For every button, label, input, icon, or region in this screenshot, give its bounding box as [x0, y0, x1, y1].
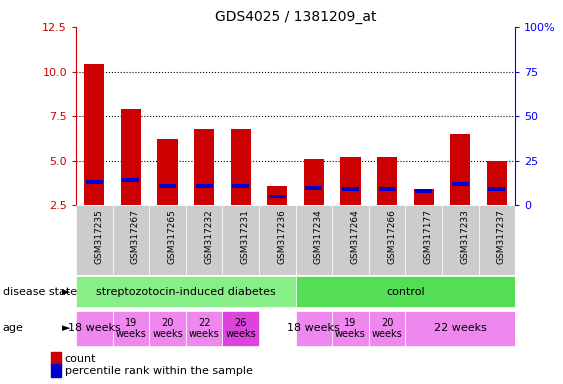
Bar: [452, 182, 469, 186]
Bar: [450, 134, 470, 250]
Bar: [377, 157, 397, 250]
Bar: [342, 187, 359, 191]
Text: GSM317235: GSM317235: [95, 209, 103, 264]
Bar: [158, 139, 177, 250]
Bar: [405, 311, 515, 346]
Bar: [267, 186, 287, 250]
Text: disease state: disease state: [3, 287, 77, 297]
Bar: [222, 205, 259, 275]
Bar: [186, 205, 222, 275]
Text: 20
weeks: 20 weeks: [152, 318, 183, 339]
Text: 26
weeks: 26 weeks: [225, 318, 256, 339]
Bar: [113, 205, 149, 275]
Bar: [296, 311, 332, 346]
Text: 18 weeks: 18 weeks: [288, 323, 340, 333]
Title: GDS4025 / 1381209_at: GDS4025 / 1381209_at: [215, 10, 376, 25]
Text: age: age: [3, 323, 24, 333]
Bar: [186, 311, 222, 346]
Bar: [86, 180, 103, 184]
Bar: [369, 205, 405, 275]
Text: GSM317266: GSM317266: [387, 209, 396, 264]
Bar: [159, 184, 176, 188]
Text: GSM317231: GSM317231: [241, 209, 249, 264]
Text: 22
weeks: 22 weeks: [189, 318, 220, 339]
Bar: [479, 205, 515, 275]
Text: GSM317233: GSM317233: [461, 209, 469, 264]
Bar: [296, 276, 515, 307]
Bar: [51, 364, 61, 377]
Bar: [149, 311, 186, 346]
Text: ►: ►: [62, 287, 71, 297]
Text: GSM317234: GSM317234: [314, 209, 323, 264]
Text: 19
weeks: 19 weeks: [115, 318, 146, 339]
Bar: [332, 205, 369, 275]
Bar: [488, 187, 506, 191]
Text: GSM317237: GSM317237: [497, 209, 506, 264]
Bar: [269, 195, 286, 199]
Text: GSM317264: GSM317264: [350, 209, 359, 264]
Bar: [149, 205, 186, 275]
Bar: [305, 185, 323, 190]
Bar: [222, 311, 259, 346]
Text: control: control: [386, 287, 425, 297]
Bar: [51, 353, 61, 365]
Text: streptozotocin-induced diabetes: streptozotocin-induced diabetes: [96, 287, 276, 297]
Bar: [487, 161, 507, 250]
Bar: [442, 205, 479, 275]
Bar: [76, 205, 113, 275]
Bar: [121, 109, 141, 250]
Text: 19
weeks: 19 weeks: [335, 318, 366, 339]
Bar: [122, 179, 140, 182]
Bar: [76, 311, 113, 346]
Text: GSM317177: GSM317177: [424, 209, 432, 264]
Text: 22 weeks: 22 weeks: [434, 323, 486, 333]
Bar: [84, 65, 104, 250]
Bar: [195, 184, 213, 188]
Text: percentile rank within the sample: percentile rank within the sample: [65, 366, 253, 376]
Bar: [332, 311, 369, 346]
Bar: [259, 205, 296, 275]
Bar: [378, 187, 396, 191]
Text: GSM317265: GSM317265: [168, 209, 176, 264]
Bar: [405, 205, 442, 275]
Bar: [76, 276, 296, 307]
Text: ►: ►: [62, 323, 71, 333]
Text: 20
weeks: 20 weeks: [372, 318, 403, 339]
Bar: [194, 129, 214, 250]
Bar: [415, 189, 432, 193]
Text: GSM317232: GSM317232: [204, 209, 213, 264]
Bar: [304, 159, 324, 250]
Bar: [414, 189, 434, 250]
Text: GSM317267: GSM317267: [131, 209, 140, 264]
Text: count: count: [65, 354, 96, 364]
Bar: [296, 205, 332, 275]
Bar: [369, 311, 405, 346]
Bar: [231, 129, 251, 250]
Text: 18 weeks: 18 weeks: [68, 323, 120, 333]
Bar: [113, 311, 149, 346]
Bar: [341, 157, 360, 250]
Bar: [232, 184, 249, 188]
Text: GSM317236: GSM317236: [278, 209, 286, 264]
